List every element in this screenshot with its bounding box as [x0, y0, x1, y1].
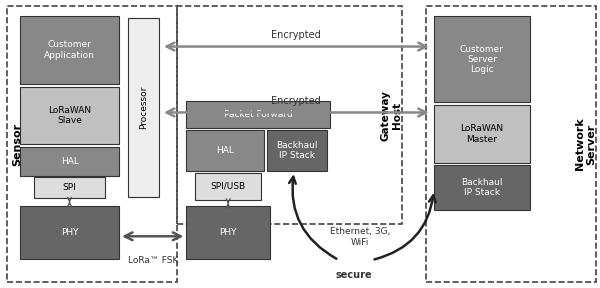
Text: Encrypted: Encrypted: [271, 30, 321, 40]
Bar: [177, 6, 401, 224]
Text: Customer
Application: Customer Application: [44, 40, 95, 60]
Text: LoRaWAN
Master: LoRaWAN Master: [460, 124, 503, 144]
Text: LoRa™ FSK: LoRa™ FSK: [128, 255, 178, 265]
Text: Backhaul
IP Stack: Backhaul IP Stack: [461, 178, 503, 197]
Bar: [425, 6, 596, 282]
Bar: [20, 87, 119, 144]
Bar: [186, 101, 330, 128]
Bar: [434, 166, 530, 210]
Text: Backhaul
IP Stack: Backhaul IP Stack: [276, 141, 318, 160]
Text: LoRaWAN
Slave: LoRaWAN Slave: [48, 106, 91, 125]
Bar: [128, 18, 159, 197]
Text: Encrypted: Encrypted: [271, 96, 321, 106]
Bar: [20, 206, 119, 259]
Text: secure: secure: [335, 270, 372, 280]
Text: SPI/USB: SPI/USB: [211, 182, 245, 191]
Text: Processor: Processor: [139, 86, 148, 129]
Bar: [434, 16, 530, 103]
Text: HAL: HAL: [61, 157, 79, 166]
Bar: [20, 147, 119, 175]
Bar: [434, 105, 530, 163]
Text: Sensor: Sensor: [13, 122, 22, 166]
Bar: [7, 6, 177, 282]
Bar: [195, 173, 261, 200]
Bar: [20, 16, 119, 84]
Text: Packet Forward: Packet Forward: [224, 110, 292, 119]
Text: SPI: SPI: [62, 183, 76, 192]
Bar: [34, 177, 106, 198]
Text: PHY: PHY: [61, 228, 79, 237]
Text: Gateway
Host: Gateway Host: [380, 90, 402, 141]
Bar: [267, 130, 327, 171]
Text: PHY: PHY: [220, 228, 237, 237]
Text: Ethernet, 3G,
WiFi: Ethernet, 3G, WiFi: [329, 228, 390, 247]
Bar: [186, 206, 270, 259]
Text: Customer
Server
Logic: Customer Server Logic: [460, 45, 504, 74]
Bar: [186, 130, 264, 171]
Text: Network
Server: Network Server: [575, 118, 596, 170]
Text: HAL: HAL: [216, 146, 234, 155]
